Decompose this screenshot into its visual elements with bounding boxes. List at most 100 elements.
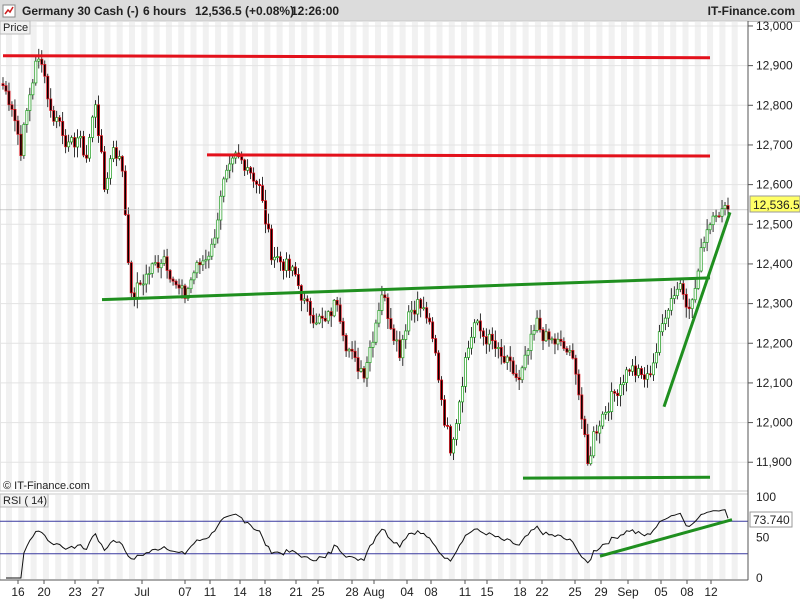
grid-band [202,495,209,579]
candle-body [425,307,429,319]
x-tick-label: 25 [311,585,325,599]
candle-body [651,362,655,376]
candle-body [219,195,223,221]
grid-band [6,22,12,490]
candle-body [338,304,342,322]
candle-body [717,215,721,218]
candle-body [302,298,306,301]
candle-body [267,223,270,230]
candle-body [329,311,333,317]
candle-body [475,320,479,324]
candle-body [640,368,643,376]
candle-body [693,288,697,301]
grid-band [645,495,652,579]
x-tick-label: 20 [37,585,51,599]
candle-body [293,266,297,275]
candle-body [577,373,581,396]
candle-body [362,368,366,379]
candle-body [538,317,542,331]
grid-band [547,495,554,579]
candle-body [165,256,169,271]
candle-body [216,219,220,239]
candle-body [73,137,77,148]
trendline [662,211,732,408]
candle-body [535,317,539,331]
candle-body [586,434,590,465]
candle-body [484,336,488,345]
candle-body [610,391,614,413]
grid-band [387,495,394,579]
candle-body [225,169,229,180]
candle-body [562,341,566,349]
candle-body [91,116,94,138]
grid-band [571,495,578,579]
candle-body [344,334,348,352]
candle-body [493,340,497,349]
candle-body [517,377,521,381]
grid-band [448,495,455,579]
candle-body [547,331,551,340]
candle-body [592,431,596,457]
candle-body [684,294,688,308]
grid-band [707,495,714,579]
grid-band [645,22,652,490]
rsi-last-tag-text: 73.740 [753,513,790,527]
candle-body [94,104,97,118]
trendline [206,153,711,158]
candle-body [383,294,387,299]
candle-body [168,270,172,280]
candle-body [583,418,587,435]
y-tick-label: 12,200 [756,336,793,350]
grid-band [153,495,160,579]
candle-body [195,262,199,274]
candle-body [13,108,17,122]
candle-body [478,320,482,332]
grid-band [559,22,566,490]
candle-body [276,256,279,258]
candle-body [123,170,127,216]
candle-body [598,425,602,434]
grid-band [239,22,246,490]
candle-body [723,205,727,210]
candle-body [463,357,467,387]
candle-body [371,341,375,348]
candle-body [541,329,545,342]
candle-body [422,307,426,310]
grid-band [325,22,332,490]
candle-body [702,242,706,249]
candle-body [162,256,166,264]
candle-body [634,365,637,376]
x-tick-label: 11 [204,585,217,599]
grid-band [608,22,615,490]
x-tick-label: 14 [233,585,247,599]
candle-body [711,215,715,226]
candle-body [461,386,464,403]
grid-band [534,495,541,579]
candle-body [296,274,300,286]
rsi-label-box [0,493,49,508]
candle-body [404,330,408,340]
y-tick-label: 12,900 [756,59,793,73]
candle-body [102,151,106,190]
candle-body [317,315,321,324]
rsi-line [6,509,729,579]
candle-body [637,368,640,376]
candle-body [672,295,676,299]
candle-body [243,159,247,171]
candle-body [19,133,23,156]
candle-body [305,298,309,302]
grid-band [116,22,123,490]
candle-body [574,357,578,375]
x-tick-label: 28 [345,585,359,599]
candle-body [258,183,262,186]
candle-body [82,136,86,156]
candle-body [589,455,593,465]
grid-band [411,22,418,490]
candle-body [580,394,584,420]
grid-band [252,495,258,579]
candle-body [571,350,575,359]
candle-body [108,158,112,179]
candle-body [565,348,569,353]
candle-body [708,224,712,231]
last-price-tag-text: 12,536.5 [753,198,800,212]
